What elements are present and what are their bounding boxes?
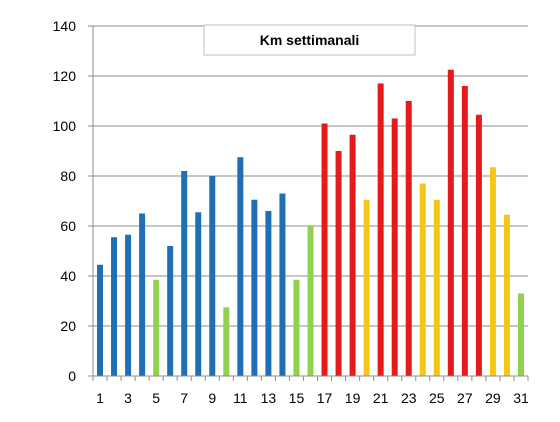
x-tick-label: 1 [96, 390, 104, 406]
x-tick-label: 9 [208, 390, 216, 406]
x-tick-label: 23 [401, 390, 417, 406]
y-tick-label: 80 [60, 168, 76, 184]
x-tick-labels: 1 3 5 7 9 11 13 15 17 19 21 23 25 27 29 31 [96, 390, 529, 406]
y-tick-label: 140 [53, 18, 77, 34]
bar-week-31 [517, 293, 524, 376]
x-tick-label: 3 [124, 390, 132, 406]
x-tick-label: 17 [317, 390, 333, 406]
bar-week-13 [265, 211, 272, 376]
bar-week-7 [181, 171, 188, 376]
bar-week-24 [419, 183, 426, 376]
bar-week-4 [139, 213, 146, 376]
x-tick-label: 15 [289, 390, 305, 406]
chart-title: Km settimanali [260, 32, 360, 48]
bar-week-26 [447, 69, 454, 376]
bar-week-30 [503, 214, 510, 376]
bars [97, 69, 524, 376]
bar-week-17 [321, 123, 328, 376]
y-tick-label: 20 [60, 318, 76, 334]
y-tick-labels: 0 20 40 60 80 100 120 140 [53, 18, 77, 384]
bar-week-5 [153, 279, 160, 376]
bar-week-3 [125, 234, 132, 376]
x-tick-label: 31 [513, 390, 529, 406]
y-tick-label: 0 [68, 368, 76, 384]
bar-week-22 [391, 118, 398, 376]
x-tick-label: 7 [180, 390, 188, 406]
x-tick-label: 29 [485, 390, 501, 406]
bar-week-16 [307, 226, 314, 376]
bar-week-28 [475, 114, 482, 376]
bar-week-6 [167, 246, 174, 376]
bar-week-25 [433, 199, 440, 376]
x-tick-label: 27 [457, 390, 473, 406]
bar-week-23 [405, 101, 412, 376]
bar-week-2 [111, 237, 118, 376]
bar-week-27 [461, 86, 468, 376]
bar-week-19 [349, 134, 356, 376]
x-tick-label: 19 [345, 390, 361, 406]
x-tick-label: 11 [233, 390, 248, 406]
bar-week-15 [293, 279, 300, 376]
bar-week-9 [209, 176, 216, 376]
axes [88, 25, 529, 381]
bar-week-10 [223, 307, 230, 376]
bar-week-14 [279, 193, 286, 376]
bar-week-11 [237, 157, 244, 376]
x-tick-label: 5 [152, 390, 160, 406]
y-tick-label: 40 [60, 268, 76, 284]
x-tick-label: 13 [261, 390, 277, 406]
y-tick-label: 60 [60, 218, 76, 234]
bar-week-12 [251, 199, 258, 376]
y-tick-label: 120 [53, 68, 77, 84]
bar-week-8 [195, 212, 202, 376]
chart-title-frame [203, 24, 416, 56]
x-tick-label: 21 [373, 390, 389, 406]
bar-week-20 [363, 199, 370, 376]
bar-week-18 [335, 151, 342, 376]
bar-week-29 [489, 167, 496, 376]
bar-week-21 [377, 83, 384, 376]
y-tick-label: 100 [53, 118, 77, 134]
x-tick-label: 25 [429, 390, 445, 406]
chart-title-box: Km settimanali [203, 24, 416, 56]
bar-week-1 [97, 264, 104, 376]
